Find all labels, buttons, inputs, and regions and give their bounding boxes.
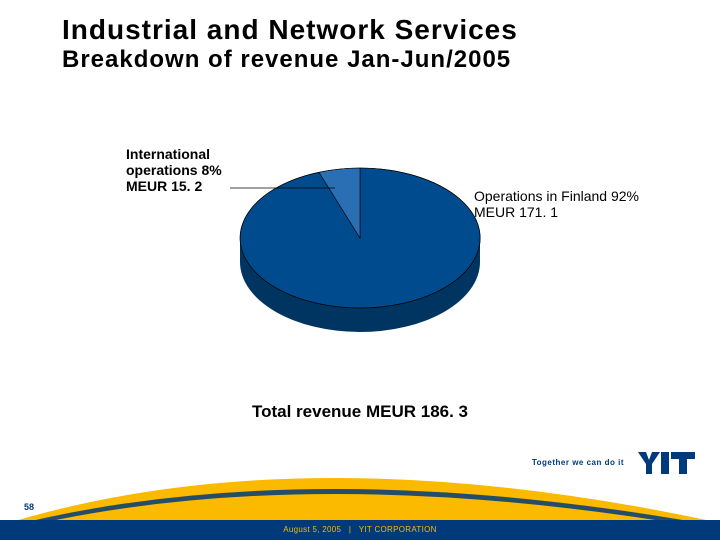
pie-chart <box>230 150 490 350</box>
title-line-1: Industrial and Network Services <box>62 14 680 46</box>
total-label: Total revenue MEUR 186. 3 <box>0 402 720 422</box>
title-line-2: Breakdown of revenue Jan-Jun/2005 <box>62 46 680 74</box>
slice-label-finland-l1: Operations in Finland 92% <box>474 188 694 204</box>
footer-date: August 5, 2005 <box>283 525 341 534</box>
slide-title: Industrial and Network Services Breakdow… <box>62 14 680 74</box>
slide: Industrial and Network Services Breakdow… <box>0 0 720 540</box>
page-number: 58 <box>24 502 34 512</box>
slice-label-finland: Operations in Finland 92% MEUR 171. 1 <box>474 188 694 220</box>
footer-org: YIT CORPORATION <box>359 525 437 534</box>
slice-label-finland-l2: MEUR 171. 1 <box>474 204 694 220</box>
footer-sep: | <box>349 525 351 534</box>
footer-text: August 5, 2005 | YIT CORPORATION <box>0 525 720 534</box>
